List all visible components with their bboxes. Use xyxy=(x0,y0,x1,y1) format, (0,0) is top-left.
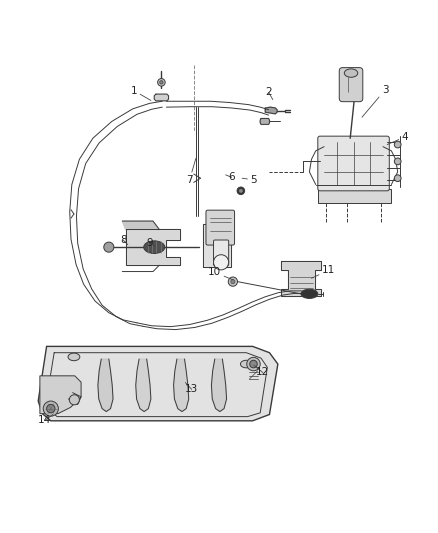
Circle shape xyxy=(394,141,401,148)
Circle shape xyxy=(237,187,245,195)
Polygon shape xyxy=(265,107,277,114)
Polygon shape xyxy=(212,359,226,411)
FancyBboxPatch shape xyxy=(206,210,235,245)
Text: 13: 13 xyxy=(185,383,198,394)
Circle shape xyxy=(394,175,401,182)
Polygon shape xyxy=(136,359,151,411)
Circle shape xyxy=(43,401,58,416)
Text: 1: 1 xyxy=(131,86,151,100)
Text: 14: 14 xyxy=(38,415,53,425)
Polygon shape xyxy=(40,376,81,414)
Text: 10: 10 xyxy=(208,268,233,280)
Circle shape xyxy=(69,395,79,405)
Text: 11: 11 xyxy=(311,265,335,278)
Circle shape xyxy=(239,189,243,192)
Text: 5: 5 xyxy=(242,175,257,185)
Text: 6: 6 xyxy=(226,172,235,182)
Text: 3: 3 xyxy=(362,85,389,117)
Text: 8: 8 xyxy=(120,235,128,245)
Circle shape xyxy=(231,279,235,284)
Circle shape xyxy=(158,78,165,86)
Ellipse shape xyxy=(144,241,165,254)
Polygon shape xyxy=(260,118,269,124)
Polygon shape xyxy=(203,224,231,266)
Circle shape xyxy=(250,360,257,368)
Polygon shape xyxy=(98,359,113,411)
Circle shape xyxy=(228,277,237,286)
Polygon shape xyxy=(122,221,159,230)
Bar xyxy=(318,189,392,204)
Text: 7: 7 xyxy=(186,158,196,185)
Polygon shape xyxy=(38,346,278,421)
Polygon shape xyxy=(126,230,180,265)
Polygon shape xyxy=(173,359,189,411)
Ellipse shape xyxy=(301,289,318,298)
Circle shape xyxy=(104,242,114,252)
Text: 4: 4 xyxy=(387,132,408,144)
Polygon shape xyxy=(281,262,321,296)
FancyBboxPatch shape xyxy=(318,136,389,191)
Circle shape xyxy=(214,255,229,270)
Polygon shape xyxy=(154,94,169,101)
Text: 9: 9 xyxy=(147,238,155,248)
Text: 12: 12 xyxy=(254,365,269,377)
Ellipse shape xyxy=(240,360,252,368)
Circle shape xyxy=(394,158,401,165)
Text: 2: 2 xyxy=(265,87,273,100)
Ellipse shape xyxy=(68,353,80,361)
FancyBboxPatch shape xyxy=(214,240,229,265)
Ellipse shape xyxy=(344,69,358,77)
FancyBboxPatch shape xyxy=(339,68,363,102)
Circle shape xyxy=(46,405,55,413)
Circle shape xyxy=(160,80,163,84)
Circle shape xyxy=(247,357,260,371)
